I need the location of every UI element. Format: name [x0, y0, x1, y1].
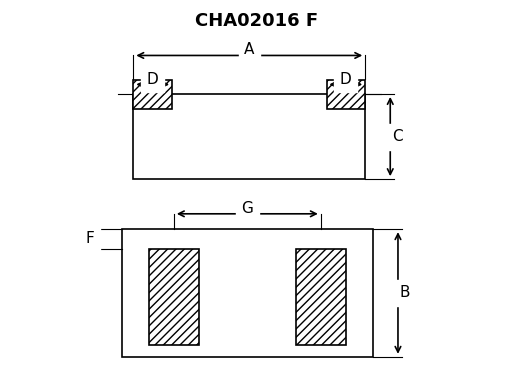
- Bar: [134, 80, 172, 109]
- Bar: [326, 80, 365, 109]
- Text: F: F: [85, 231, 94, 246]
- Text: D: D: [147, 72, 159, 86]
- Bar: [134, 94, 365, 179]
- Text: CHA02016 F: CHA02016 F: [195, 12, 319, 30]
- Bar: [122, 229, 373, 357]
- Text: G: G: [242, 201, 253, 216]
- Text: D: D: [340, 72, 352, 86]
- Text: B: B: [400, 286, 410, 300]
- Bar: [149, 249, 199, 345]
- Text: A: A: [244, 42, 254, 57]
- Bar: [296, 249, 346, 345]
- Text: C: C: [392, 129, 402, 144]
